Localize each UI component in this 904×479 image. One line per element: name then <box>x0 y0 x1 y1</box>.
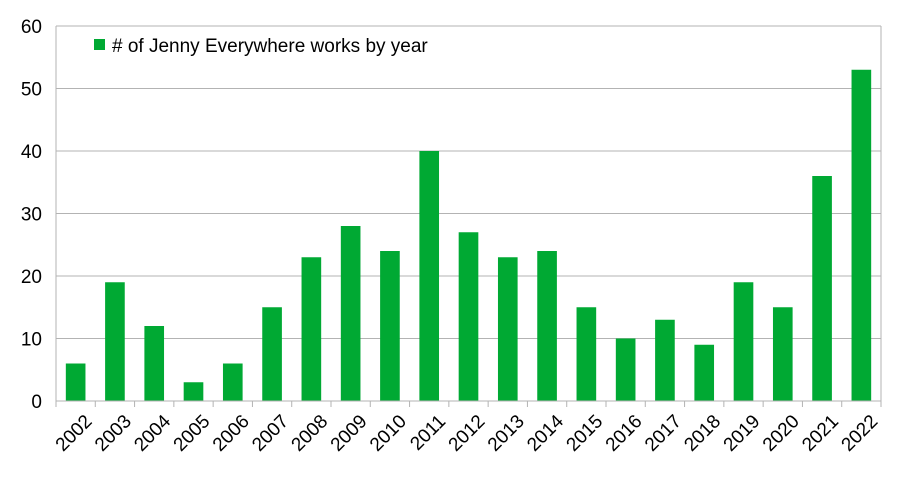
bar-2015 <box>576 307 597 401</box>
x-tick-label: 2009 <box>327 411 372 456</box>
bar-2019 <box>733 282 754 401</box>
axes <box>55 26 882 407</box>
bar-2006 <box>222 363 243 401</box>
bar-2012 <box>458 232 479 401</box>
legend: # of Jenny Everywhere works by year <box>94 36 428 57</box>
bar-2003 <box>105 282 125 401</box>
x-tick-label: 2010 <box>366 411 411 456</box>
bar-2018 <box>694 344 715 401</box>
x-tick-label: 2013 <box>484 411 529 456</box>
bar-2022 <box>851 69 872 401</box>
y-tick-label: 20 <box>21 267 42 288</box>
bars <box>65 69 872 401</box>
x-tick-label: 2012 <box>445 411 490 456</box>
x-tick-label: 2017 <box>641 411 686 456</box>
x-tick-labels: 2002200320042005200620072008200920102011… <box>52 411 882 456</box>
bar-2021 <box>812 176 832 401</box>
y-tick-label: 60 <box>21 17 42 38</box>
x-tick-label: 2019 <box>720 411 765 456</box>
bar-2004 <box>144 326 165 401</box>
bar-2013 <box>497 257 518 401</box>
x-tick-label: 2004 <box>130 411 175 456</box>
x-tick-label: 2022 <box>838 411 883 456</box>
y-tick-labels: 0 10 20 30 40 50 60 <box>21 17 42 413</box>
bar-2005 <box>183 382 204 401</box>
bar-2007 <box>262 307 282 401</box>
x-tick-label: 2020 <box>759 411 804 456</box>
x-tick-label: 2015 <box>563 411 608 456</box>
bar-2014 <box>537 251 557 401</box>
x-tick-label: 2005 <box>170 411 215 456</box>
legend-swatch <box>94 39 105 50</box>
y-tick-label: 10 <box>21 330 42 351</box>
bar-2016 <box>615 338 636 401</box>
x-tick-label: 2014 <box>523 411 568 456</box>
bar-2010 <box>380 251 400 401</box>
x-tick-label: 2011 <box>406 411 450 455</box>
y-tick-label: 50 <box>21 80 42 101</box>
bar-2008 <box>301 257 322 401</box>
y-tick-label: 30 <box>21 205 42 226</box>
x-tick-label: 2002 <box>52 411 97 456</box>
bar-2009 <box>340 226 361 401</box>
x-tick-label: 2016 <box>602 411 647 456</box>
x-tick-label: 2008 <box>288 411 333 456</box>
bar-2002 <box>65 363 86 401</box>
x-tick-label: 2003 <box>91 411 136 456</box>
y-tick-label: 0 <box>31 392 42 413</box>
bar-2011 <box>419 151 440 401</box>
y-tick-label: 40 <box>21 142 42 163</box>
x-tick-label: 2007 <box>248 411 293 456</box>
x-tick-label: 2018 <box>680 411 725 456</box>
bar-2020 <box>772 307 793 401</box>
legend-label: # of Jenny Everywhere works by year <box>112 36 428 57</box>
x-tick-label: 2006 <box>209 411 254 456</box>
x-tick-label: 2021 <box>798 411 843 456</box>
bar-2017 <box>655 319 675 401</box>
